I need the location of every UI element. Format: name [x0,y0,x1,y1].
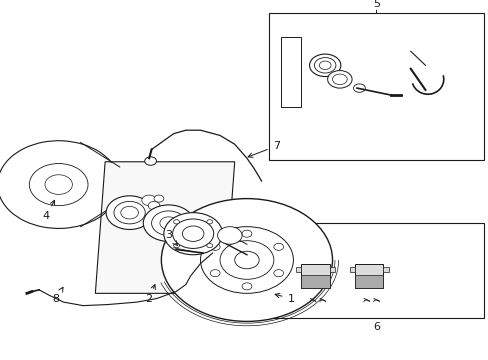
Circle shape [273,270,283,277]
Circle shape [242,283,251,290]
Circle shape [151,211,185,235]
Bar [354,264,383,288]
Circle shape [143,205,194,242]
Text: 5: 5 [372,0,379,9]
Bar [383,267,388,273]
Circle shape [154,195,163,202]
Circle shape [206,220,212,224]
Bar [268,13,483,160]
Circle shape [173,243,179,248]
Circle shape [273,243,283,250]
Circle shape [45,175,72,194]
Circle shape [210,270,220,277]
Text: 6: 6 [372,322,379,332]
Text: 3: 3 [165,230,177,246]
Bar [301,275,329,288]
Circle shape [182,226,203,242]
Bar [329,267,334,273]
Circle shape [234,251,259,269]
Circle shape [173,220,179,224]
Circle shape [160,217,177,229]
Circle shape [210,243,220,250]
Polygon shape [95,162,234,293]
Circle shape [29,163,88,206]
Circle shape [314,58,335,73]
Bar [301,264,329,288]
Circle shape [220,241,273,279]
Text: 4: 4 [43,200,54,221]
Circle shape [163,213,222,255]
Circle shape [332,74,346,85]
Circle shape [327,71,351,88]
Circle shape [142,195,156,206]
Bar [349,267,354,273]
Circle shape [161,199,332,321]
Text: 8: 8 [53,287,63,303]
Circle shape [144,157,156,165]
Circle shape [242,230,251,237]
Circle shape [106,196,153,229]
Circle shape [148,201,160,210]
Circle shape [217,227,242,244]
Circle shape [309,54,340,77]
Circle shape [172,219,213,248]
Bar [354,275,383,288]
Circle shape [121,206,138,219]
Circle shape [353,84,365,92]
Circle shape [200,227,293,293]
Bar [295,267,301,273]
Text: 2: 2 [145,285,155,303]
Text: 1: 1 [275,293,294,303]
Text: 7: 7 [247,141,279,157]
Circle shape [206,243,212,248]
Circle shape [319,61,330,69]
Circle shape [114,201,145,224]
Bar [268,223,483,318]
